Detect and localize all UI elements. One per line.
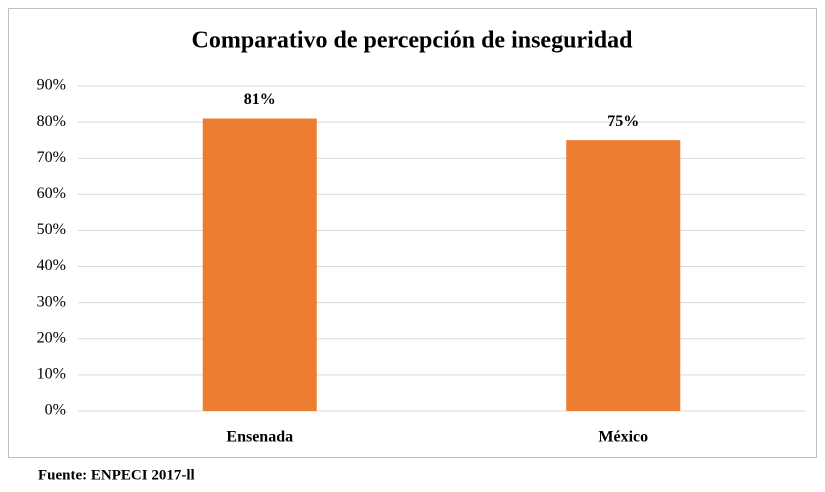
y-tick-label: 80% <box>37 113 66 130</box>
x-tick-label: Ensenada <box>226 429 293 446</box>
y-tick-label: 30% <box>37 293 66 310</box>
y-tick-label: 90% <box>37 77 66 94</box>
data-label: 75% <box>607 113 639 130</box>
y-tick-label: 50% <box>37 221 66 238</box>
y-tick-label: 10% <box>37 366 66 383</box>
y-tick-label: 0% <box>45 402 66 419</box>
y-tick-label: 40% <box>37 257 66 274</box>
chart-frame <box>8 8 817 458</box>
bar <box>202 118 317 411</box>
y-tick-label: 60% <box>37 185 66 202</box>
data-label: 81% <box>244 91 276 108</box>
bar <box>566 140 681 411</box>
chart-title: Comparativo de percepción de inseguridad <box>192 28 634 54</box>
y-tick-label: 20% <box>37 329 66 346</box>
y-tick-label: 70% <box>37 149 66 166</box>
source-note: Fuente: ENPECI 2017-ll <box>38 467 195 483</box>
x-tick-label: México <box>598 429 648 446</box>
